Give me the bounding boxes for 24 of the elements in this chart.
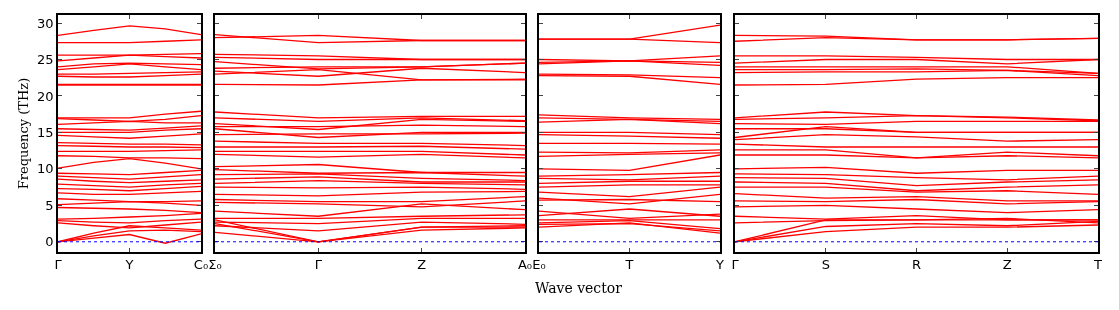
y-tick-label: 20: [37, 88, 54, 104]
x-tick-label: Γ: [731, 257, 740, 273]
y-axis-title: Frequency (THz): [15, 77, 31, 190]
y-tick-label: 25: [37, 52, 54, 68]
x-tick-label: Z: [417, 257, 427, 273]
x-tick-label: C₀: [193, 257, 209, 273]
x-axis-title: Wave vector: [535, 280, 623, 296]
y-tick-label: 10: [37, 161, 54, 177]
x-tick-label: Γ: [54, 257, 63, 273]
x-tick-label: Σ₀: [208, 257, 222, 273]
x-tick-label: Z: [1002, 257, 1012, 273]
x-tick-label: S: [821, 257, 830, 273]
x-tick-label: T: [624, 257, 634, 273]
y-tick-label: 5: [45, 197, 54, 213]
y-tick-label: 30: [37, 15, 54, 31]
x-tick-label: T: [1093, 257, 1103, 273]
x-tick-label: Γ: [314, 257, 323, 273]
x-tick-label: R: [911, 257, 922, 273]
x-tick-label: Y: [715, 257, 725, 273]
y-tick-label: 0: [45, 234, 54, 250]
x-tick-label: A₀: [517, 257, 533, 273]
y-tick-label: 15: [37, 124, 54, 140]
x-tick-label: E₀: [532, 257, 546, 273]
x-tick-label: Y: [124, 257, 134, 273]
